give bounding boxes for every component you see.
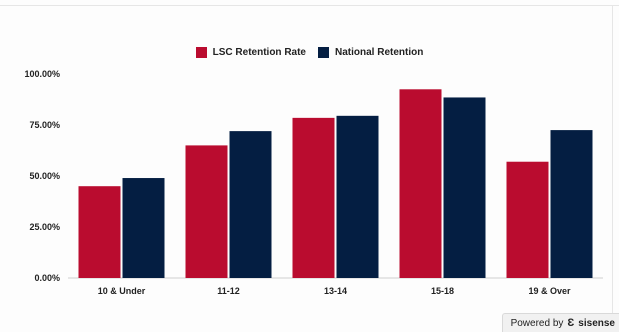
y-tick-label: 50.00% bbox=[29, 171, 60, 181]
bar-national-4[interactable] bbox=[550, 130, 593, 278]
top-divider bbox=[0, 5, 619, 6]
legend-swatch-lsc bbox=[195, 47, 207, 58]
powered-by-label: Powered by bbox=[510, 317, 564, 329]
bar-lsc-2[interactable] bbox=[292, 117, 335, 278]
bar-national-3[interactable] bbox=[443, 97, 486, 279]
x-tick-label: 19 & Over bbox=[528, 286, 571, 296]
bar-national-1[interactable] bbox=[229, 131, 272, 278]
sisense-logo-icon: Ɛ bbox=[567, 317, 575, 329]
bar-lsc-3[interactable] bbox=[399, 89, 442, 278]
brand-name: sisense bbox=[578, 317, 615, 329]
powered-by-badge[interactable]: Powered by Ɛ sisense bbox=[501, 313, 619, 332]
x-tick-label: 15-18 bbox=[431, 286, 454, 296]
y-tick-label: 0.00% bbox=[34, 273, 60, 283]
legend-label-national: National Retention bbox=[335, 47, 424, 58]
legend-swatch-national bbox=[318, 47, 329, 58]
x-tick-label: 10 & Under bbox=[98, 286, 146, 296]
y-tick-label: 25.00% bbox=[29, 222, 60, 232]
legend-item-national[interactable]: National Retention bbox=[318, 47, 423, 58]
bar-lsc-0[interactable] bbox=[78, 186, 121, 278]
bar-lsc-4[interactable] bbox=[506, 161, 549, 278]
y-tick-label: 100.00% bbox=[24, 69, 60, 79]
y-tick-label: 75.00% bbox=[29, 120, 60, 130]
x-tick-label: 13-14 bbox=[324, 286, 347, 296]
side-divider bbox=[612, 5, 613, 321]
chart-legend: LSC Retention Rate National Retention bbox=[0, 47, 619, 58]
bar-national-2[interactable] bbox=[336, 115, 379, 278]
legend-item-lsc[interactable]: LSC Retention Rate bbox=[195, 47, 306, 58]
bar-lsc-1[interactable] bbox=[185, 145, 228, 278]
x-tick-label: 11-12 bbox=[217, 286, 240, 296]
legend-label-lsc: LSC Retention Rate bbox=[212, 47, 306, 58]
bar-national-0[interactable] bbox=[122, 178, 165, 278]
